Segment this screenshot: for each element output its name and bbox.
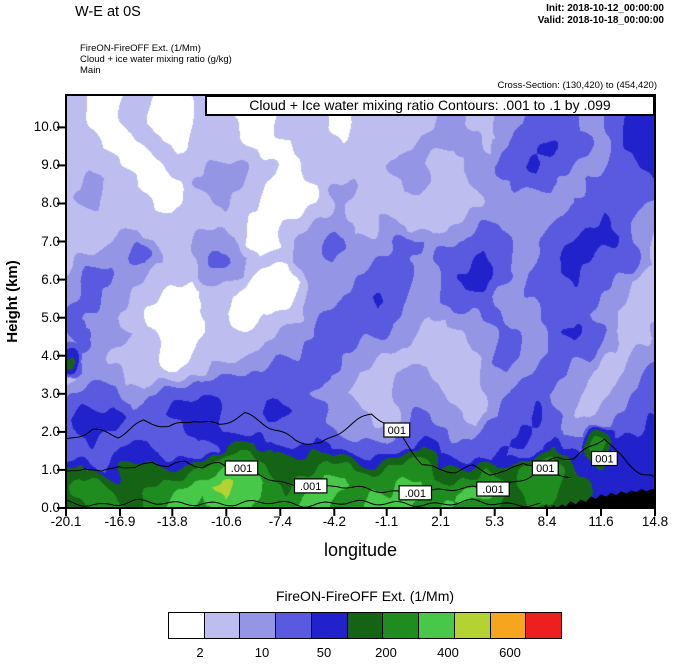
- x-tick-label: 14.8: [641, 514, 669, 529]
- colorbar-tick-label: 600: [499, 645, 521, 660]
- y-tick-label: 4.0: [41, 347, 60, 363]
- colorbar-tick-label: 2: [196, 645, 204, 660]
- colorbar: [168, 612, 563, 639]
- valid-time: Valid: 2018-10-18_00:00:00: [537, 15, 664, 26]
- subtitle-line-3: Main: [80, 65, 101, 76]
- y-tick-label: 10.0: [33, 119, 60, 135]
- init-valid-block: Init: 2018-10-12_00:00:00 Valid: 2018-10…: [538, 3, 664, 27]
- colorbar-swatch: [346, 612, 384, 639]
- subtitle-line-1: FireON-FireOFF Ext. (1/Mm): [80, 43, 201, 54]
- colorbar-swatch: [525, 612, 563, 639]
- colorbar-tick-label: 200: [375, 645, 397, 660]
- y-tick-label: 1.0: [41, 461, 60, 477]
- y-tick-label: 8.0: [41, 195, 60, 211]
- x-tick-label: -16.9: [104, 514, 136, 529]
- field-canvas: [66, 95, 655, 508]
- x-tick-label: 11.6: [588, 514, 614, 529]
- colorbar-tick-label: 50: [316, 645, 332, 660]
- x-tick-label: 5.3: [485, 514, 505, 529]
- y-tick-label: 5.0: [41, 309, 60, 325]
- colorbar-swatch: [239, 612, 277, 639]
- colorbar-swatch: [203, 612, 241, 639]
- subtitle-line-2: Cloud + ice water mixing ratio (g/kg): [80, 54, 232, 65]
- colorbar-swatch: [275, 612, 312, 639]
- x-tick-label: -4.2: [322, 514, 346, 529]
- colorbar-swatch: [310, 612, 348, 639]
- colorbar-title: FireON-FireOFF Ext. (1/Mm): [275, 588, 455, 604]
- cross-section-label: Cross-Section: (130,420) to (454,420): [497, 80, 657, 91]
- colorbar-tick-label: 400: [437, 645, 459, 660]
- colorbar-swatch: [489, 612, 527, 639]
- x-tick-label: -7.4: [268, 514, 292, 529]
- colorbar-swatch: [453, 612, 491, 639]
- y-tick-label: 3.0: [41, 385, 60, 401]
- plot-main-title: W-E at 0S: [75, 4, 141, 20]
- y-tick-label: 0.0: [41, 500, 60, 515]
- colorbar-swatch: [382, 612, 420, 639]
- x-tick-label: 2.1: [431, 514, 451, 529]
- contour-info-box: Cloud + Ice water mixing ratio Contours:…: [205, 95, 655, 116]
- y-tick-label: 9.0: [41, 157, 60, 173]
- x-tick-label: -20.1: [50, 514, 82, 529]
- x-axis-label: longitude: [323, 540, 398, 560]
- init-time: Init: 2018-10-12_00:00:00: [546, 3, 664, 14]
- x-tick-label: -13.8: [156, 514, 188, 529]
- subtitle-block: FireON-FireOFF Ext. (1/Mm) Cloud + ice w…: [80, 43, 232, 76]
- colorbar-swatch: [418, 612, 455, 639]
- colorbar-swatch: [168, 612, 205, 639]
- y-tick-label: 2.0: [41, 423, 60, 439]
- y-tick-label: 7.0: [41, 233, 60, 249]
- y-tick-label: 6.0: [41, 271, 60, 287]
- x-tick-label: -1.1: [375, 514, 399, 529]
- x-tick-label: -10.6: [210, 514, 242, 529]
- colorbar-tick-label: 10: [254, 645, 270, 660]
- x-tick-label: 8.4: [537, 514, 557, 529]
